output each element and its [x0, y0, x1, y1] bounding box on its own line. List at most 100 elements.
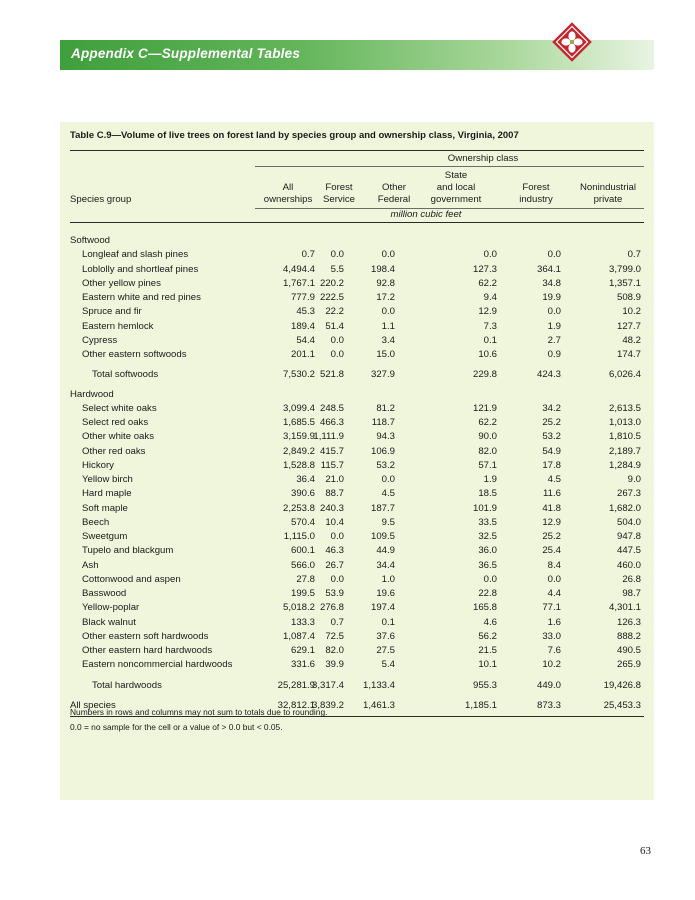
table-cell: 1,682.0 — [608, 502, 641, 514]
total-cell: 1,133.4 — [362, 679, 395, 691]
column-header: Nonindustrial — [580, 182, 636, 193]
table-cell: 92.8 — [376, 277, 395, 289]
table-cell: 3,159.9 — [282, 431, 315, 443]
column-header: All — [282, 182, 294, 193]
table-cell: 53.2 — [542, 431, 561, 443]
total-cell: 521.8 — [319, 369, 344, 381]
table-cell: 1,115.0 — [283, 531, 315, 542]
table-cell: 0.0 — [547, 306, 561, 318]
column-header: and local — [436, 182, 476, 193]
table-cell: 0.0 — [330, 349, 344, 360]
table-row-label: Soft maple — [82, 502, 128, 514]
table-cell: 1,528.8 — [282, 459, 315, 471]
table-cell: 126.3 — [616, 616, 641, 628]
table-cell: 25.4 — [542, 545, 561, 557]
table-cell: 12.9 — [478, 306, 497, 318]
table-cell: 19.6 — [376, 588, 395, 599]
column-header: State — [444, 170, 468, 181]
table-cell: 0.0 — [330, 573, 344, 585]
section-label: Hardwood — [70, 388, 114, 400]
column-header: Other — [382, 182, 406, 193]
table-rule — [70, 150, 644, 151]
table-cell: 81.2 — [376, 402, 395, 414]
table-cell: 1,685.5 — [282, 417, 315, 428]
table-cell: 54.4 — [296, 334, 315, 346]
table-row-label: Tupelo and blackgum — [82, 545, 174, 557]
table-cell: 777.9 — [290, 292, 315, 303]
table-cell: 600.1 — [290, 545, 315, 557]
table-cell: 45.3 — [296, 306, 315, 318]
section-title: Appendix C—Supplemental Tables — [71, 46, 301, 61]
table-cell: 276.8 — [319, 602, 344, 614]
table-cell: 5.4 — [381, 659, 395, 671]
table-row-label: Select red oaks — [82, 417, 149, 428]
table-cell: 53.9 — [325, 588, 344, 599]
table-cell: 5.5 — [330, 263, 344, 275]
table-cell: 0.0 — [547, 249, 561, 261]
table-cell: 570.4 — [290, 516, 315, 528]
table-cell: 508.9 — [616, 292, 641, 303]
table-cell: 27.5 — [376, 645, 395, 656]
table-cell: 27.8 — [296, 573, 315, 585]
table-cell: 3,099.4 — [282, 402, 315, 414]
total-cell: 449.0 — [536, 679, 561, 691]
table-row-label: Other white oaks — [82, 431, 154, 443]
column-header: ownerships — [263, 194, 313, 205]
table-cell: 3.4 — [381, 334, 395, 346]
table-cell: 0.7 — [301, 249, 315, 261]
table-row-label: Ash — [82, 559, 99, 571]
table-cell: 1.9 — [483, 474, 497, 485]
table-cell: 82.0 — [478, 445, 497, 457]
table-cell: 197.4 — [370, 602, 395, 614]
table-cell: 72.5 — [325, 630, 344, 642]
table-cell: 56.2 — [478, 630, 497, 642]
grand-total-cell: 25,453.3 — [603, 699, 641, 711]
column-header: industry — [519, 194, 553, 205]
table-cell: 415.7 — [319, 445, 344, 457]
table-cell: 265.9 — [616, 659, 641, 671]
table-cell: 2,253.8 — [282, 502, 315, 514]
table-cell: 19.9 — [542, 292, 561, 303]
table-cell: 0.7 — [627, 249, 641, 261]
table-cell: 4.5 — [381, 488, 395, 500]
table-cell: 0.0 — [547, 573, 561, 585]
table-cell: 5,018.2 — [282, 602, 315, 614]
total-cell: 19,426.8 — [603, 679, 641, 691]
table-cell: 504.0 — [616, 516, 641, 528]
table-row-label: Basswood — [82, 588, 127, 599]
table-cell: 189.4 — [290, 320, 315, 332]
grand-total-cell: 1,185.1 — [464, 699, 497, 711]
table-cell: 62.2 — [478, 417, 497, 428]
table-cell: 34.8 — [542, 277, 561, 289]
table-cell: 1.1 — [381, 320, 395, 332]
table-cell: 118.7 — [371, 417, 395, 428]
table-cell: 115.7 — [320, 459, 344, 471]
table-cell: 39.9 — [325, 659, 344, 671]
table-cell: 25.2 — [542, 417, 561, 428]
table-cell: 447.5 — [616, 545, 641, 557]
total-cell: 3,317.4 — [311, 679, 344, 691]
table-cell: 10.1 — [478, 659, 497, 671]
table-row-label: Other yellow pines — [82, 277, 161, 289]
table-cell: 187.7 — [370, 502, 395, 514]
table-cell: 0.0 — [330, 249, 344, 261]
table-cell: 37.6 — [376, 630, 395, 642]
table-cell: 331.6 — [290, 659, 315, 671]
table-row-label: Select white oaks — [82, 402, 157, 414]
table-cell: 8.4 — [547, 559, 561, 571]
table-cell: 1,284.9 — [608, 459, 641, 471]
table-cell: 54.9 — [542, 445, 561, 457]
table-cell: 629.1 — [290, 645, 315, 656]
section-label: Softwood — [70, 235, 111, 246]
table-rule — [255, 166, 644, 167]
table-cell: 1,357.1 — [608, 277, 641, 289]
table-row-label: Hard maple — [82, 488, 132, 500]
table-cell: 466.3 — [319, 417, 344, 428]
table-cell: 1,810.5 — [608, 431, 641, 443]
table-cell: 32.5 — [478, 531, 497, 542]
table-cell: 0.0 — [381, 306, 395, 318]
column-header: Federal — [377, 194, 411, 205]
table-cell: 26.8 — [622, 573, 641, 585]
table-cell: 109.5 — [370, 531, 395, 542]
table-row-label: Hickory — [82, 459, 114, 471]
